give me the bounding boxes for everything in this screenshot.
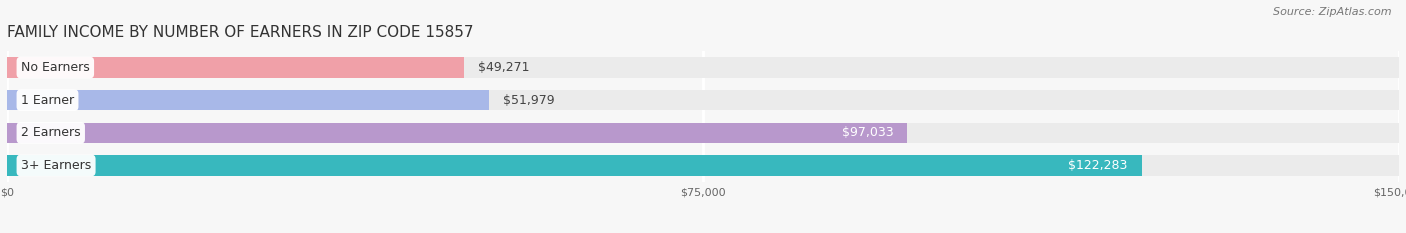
Bar (7, 123, 1399, 143)
Bar (7, 155, 1142, 175)
Text: 3+ Earners: 3+ Earners (21, 159, 91, 172)
Text: FAMILY INCOME BY NUMBER OF EARNERS IN ZIP CODE 15857: FAMILY INCOME BY NUMBER OF EARNERS IN ZI… (7, 25, 474, 40)
Text: 2 Earners: 2 Earners (21, 126, 80, 139)
Bar (7, 123, 907, 143)
Text: 1 Earner: 1 Earner (21, 94, 75, 107)
Text: $49,271: $49,271 (478, 61, 530, 74)
Text: $51,979: $51,979 (503, 94, 555, 107)
Bar (7, 90, 1399, 110)
Text: $122,283: $122,283 (1069, 159, 1128, 172)
Text: $97,033: $97,033 (842, 126, 894, 139)
Bar (7, 90, 489, 110)
Text: No Earners: No Earners (21, 61, 90, 74)
Bar (7, 58, 464, 78)
Bar (7, 155, 1399, 175)
Bar (7, 58, 1399, 78)
Text: Source: ZipAtlas.com: Source: ZipAtlas.com (1274, 7, 1392, 17)
